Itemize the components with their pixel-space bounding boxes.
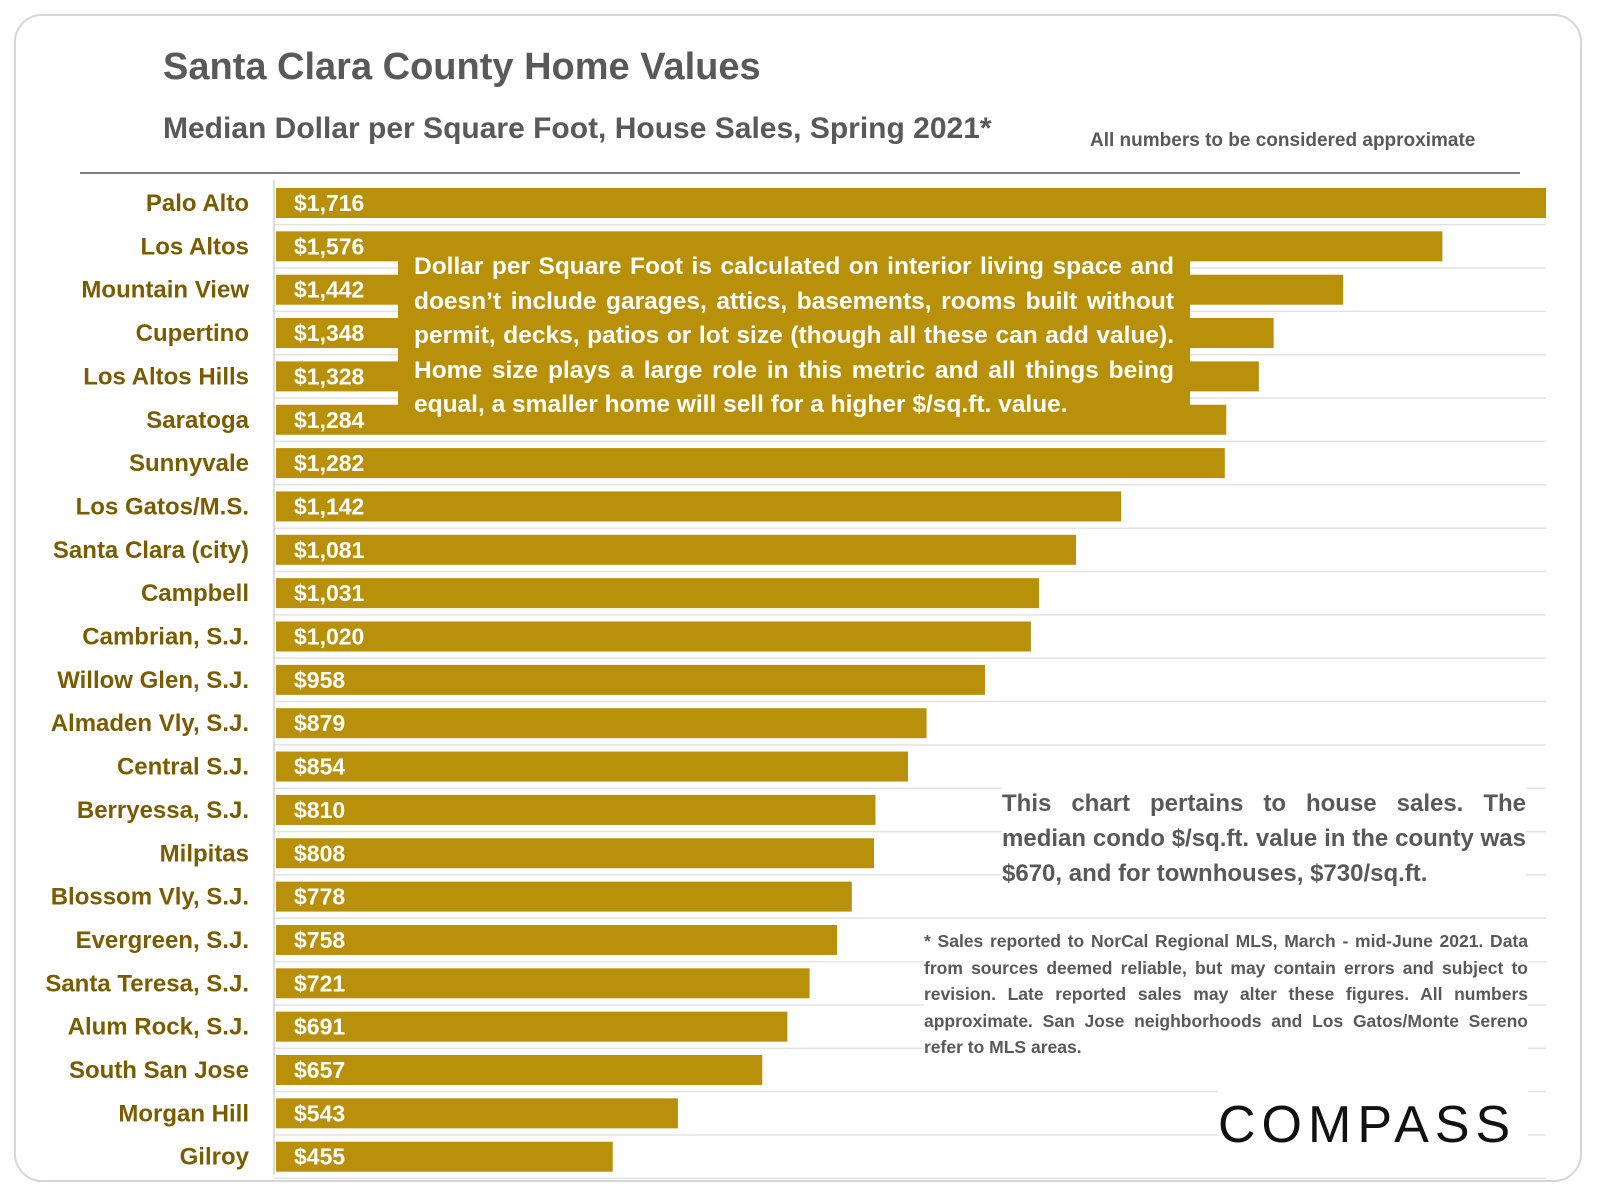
- bar: [276, 188, 1546, 218]
- category-label: Campbell: [141, 580, 249, 607]
- category-label: Gilroy: [180, 1144, 250, 1171]
- category-label: Berryessa, S.J.: [77, 797, 249, 824]
- value-label: $1,442: [294, 277, 364, 303]
- value-label: $1,282: [294, 450, 364, 476]
- bar: [276, 968, 810, 999]
- value-label: $810: [294, 797, 345, 823]
- bar: [276, 751, 909, 782]
- value-label: $1,716: [294, 190, 364, 216]
- value-label: $1,284: [294, 407, 365, 433]
- value-label: $657: [294, 1057, 345, 1083]
- category-label: Alum Rock, S.J.: [68, 1014, 249, 1041]
- definition-note: Dollar per Square Foot is calculated on …: [398, 240, 1190, 432]
- bar: [276, 448, 1225, 479]
- bar: [276, 881, 852, 912]
- category-label: Mountain View: [81, 277, 249, 304]
- category-label: Central S.J.: [117, 754, 249, 781]
- value-label: $1,328: [294, 363, 365, 389]
- value-label: $854: [294, 754, 345, 780]
- category-label: Palo Alto: [146, 190, 249, 217]
- value-label: $808: [294, 840, 345, 866]
- value-label: $778: [294, 884, 345, 910]
- bar: [276, 1011, 788, 1042]
- category-label: Sunnyvale: [129, 450, 249, 477]
- category-label: Santa Teresa, S.J.: [45, 970, 249, 997]
- value-label: $879: [294, 710, 345, 736]
- category-label: Los Altos Hills: [83, 363, 249, 390]
- condo-note: This chart pertains to house sales. The …: [1002, 786, 1526, 887]
- category-label: Cupertino: [136, 320, 249, 347]
- bar: [276, 491, 1122, 522]
- category-label: Los Gatos/M.S.: [76, 493, 249, 520]
- category-label: Almaden Vly, S.J.: [51, 710, 249, 737]
- value-label: $543: [294, 1100, 345, 1126]
- value-label: $958: [294, 667, 345, 693]
- value-label: $1,142: [294, 493, 364, 519]
- value-label: $1,348: [294, 320, 365, 346]
- approximate-note: All numbers to be considered approximate: [1090, 130, 1476, 151]
- bar: [276, 664, 986, 695]
- category-label: Blossom Vly, S.J.: [51, 884, 249, 911]
- chart-title: Santa Clara County Home Values: [163, 46, 761, 88]
- category-label: Los Altos: [141, 233, 249, 260]
- bar: [276, 578, 1040, 609]
- bar: [276, 534, 1077, 565]
- value-label: $758: [294, 927, 345, 953]
- category-label: Morgan Hill: [118, 1100, 249, 1127]
- value-label: $691: [294, 1014, 345, 1040]
- bar: [276, 1098, 678, 1129]
- category-label: Santa Clara (city): [53, 537, 249, 564]
- value-label: $1,031: [294, 580, 365, 606]
- value-label: $1,576: [294, 233, 364, 259]
- bar: [276, 838, 874, 869]
- category-label: Milpitas: [160, 840, 249, 867]
- value-label: $1,081: [294, 537, 365, 563]
- category-label: Willow Glen, S.J.: [57, 667, 249, 694]
- source-footnote: * Sales reported to NorCal Regional MLS,…: [924, 928, 1528, 1058]
- bar: [276, 1141, 613, 1172]
- chart-subtitle: Median Dollar per Square Foot, House Sal…: [163, 112, 992, 145]
- bar: [276, 1055, 763, 1085]
- value-label: $721: [294, 970, 345, 996]
- bar: [276, 621, 1031, 652]
- category-label: Evergreen, S.J.: [76, 927, 249, 954]
- value-label: $1,020: [294, 624, 364, 650]
- bar: [276, 708, 927, 739]
- bar: [276, 924, 837, 955]
- value-label: $455: [294, 1144, 345, 1170]
- category-label: Cambrian, S.J.: [82, 624, 249, 651]
- compass-logo: COMPASS: [1218, 1090, 1528, 1160]
- bar: [276, 794, 876, 825]
- title-divider: [80, 172, 1520, 174]
- category-label: South San Jose: [69, 1057, 249, 1084]
- category-label: Saratoga: [146, 407, 249, 434]
